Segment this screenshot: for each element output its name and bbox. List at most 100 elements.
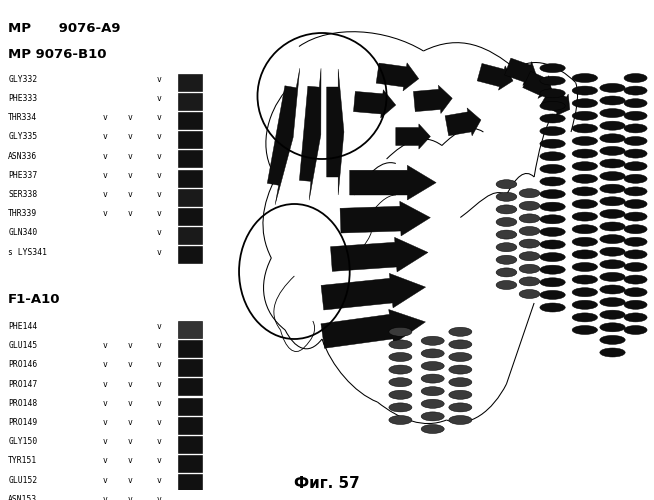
Text: v: v xyxy=(156,132,162,141)
Ellipse shape xyxy=(624,149,647,158)
Ellipse shape xyxy=(540,64,565,72)
Text: s LYS341: s LYS341 xyxy=(9,248,47,256)
Ellipse shape xyxy=(389,328,412,336)
Ellipse shape xyxy=(572,326,598,334)
Text: v: v xyxy=(128,171,133,180)
FancyArrow shape xyxy=(376,63,419,91)
Text: v: v xyxy=(128,380,133,388)
Bar xyxy=(178,131,202,148)
Ellipse shape xyxy=(519,202,540,210)
Ellipse shape xyxy=(600,336,625,344)
Ellipse shape xyxy=(519,226,540,235)
Bar xyxy=(178,340,202,357)
Ellipse shape xyxy=(572,74,598,82)
Text: v: v xyxy=(128,437,133,446)
Ellipse shape xyxy=(600,323,625,332)
Ellipse shape xyxy=(449,378,472,386)
Text: PHE333: PHE333 xyxy=(9,94,37,103)
Ellipse shape xyxy=(600,159,625,168)
Text: v: v xyxy=(128,418,133,427)
Ellipse shape xyxy=(421,374,444,383)
Ellipse shape xyxy=(600,272,625,281)
Ellipse shape xyxy=(540,265,565,274)
Ellipse shape xyxy=(600,298,625,306)
Ellipse shape xyxy=(600,134,625,143)
Bar xyxy=(178,359,202,376)
Ellipse shape xyxy=(600,96,625,105)
Text: GLU145: GLU145 xyxy=(9,341,37,350)
Text: v: v xyxy=(103,360,108,370)
Ellipse shape xyxy=(421,400,444,408)
Ellipse shape xyxy=(624,74,647,82)
Text: v: v xyxy=(156,113,162,122)
Ellipse shape xyxy=(572,162,598,170)
Text: PRO149: PRO149 xyxy=(9,418,37,427)
Bar xyxy=(178,112,202,129)
Ellipse shape xyxy=(572,313,598,322)
Ellipse shape xyxy=(624,174,647,184)
Text: v: v xyxy=(128,132,133,141)
Ellipse shape xyxy=(496,256,517,264)
Ellipse shape xyxy=(600,234,625,244)
Text: GLY332: GLY332 xyxy=(9,75,37,84)
FancyArrow shape xyxy=(396,124,430,149)
Text: v: v xyxy=(128,152,133,160)
Ellipse shape xyxy=(600,184,625,193)
Ellipse shape xyxy=(519,277,540,286)
Text: v: v xyxy=(103,399,108,408)
Ellipse shape xyxy=(449,403,472,412)
Ellipse shape xyxy=(600,172,625,180)
Text: v: v xyxy=(156,322,162,331)
Ellipse shape xyxy=(600,348,625,357)
FancyArrow shape xyxy=(300,68,321,200)
Bar xyxy=(178,74,202,90)
Ellipse shape xyxy=(572,149,598,158)
Text: v: v xyxy=(128,476,133,484)
FancyArrow shape xyxy=(321,274,426,310)
Text: v: v xyxy=(156,248,162,256)
Ellipse shape xyxy=(600,197,625,206)
Ellipse shape xyxy=(496,230,517,239)
Ellipse shape xyxy=(540,202,565,211)
Text: ASN153: ASN153 xyxy=(9,495,37,500)
Ellipse shape xyxy=(572,124,598,133)
Ellipse shape xyxy=(540,215,565,224)
Ellipse shape xyxy=(449,416,472,424)
Ellipse shape xyxy=(600,210,625,218)
Text: Фиг. 57: Фиг. 57 xyxy=(294,476,360,490)
Ellipse shape xyxy=(496,268,517,277)
Ellipse shape xyxy=(572,112,598,120)
Text: MP 9076-B10: MP 9076-B10 xyxy=(9,48,107,62)
Text: v: v xyxy=(156,456,162,466)
Ellipse shape xyxy=(519,290,540,298)
Text: v: v xyxy=(128,456,133,466)
Text: v: v xyxy=(156,190,162,199)
Ellipse shape xyxy=(540,190,565,198)
FancyArrow shape xyxy=(445,108,481,136)
Text: v: v xyxy=(156,94,162,103)
Ellipse shape xyxy=(624,200,647,208)
Ellipse shape xyxy=(540,303,565,312)
Ellipse shape xyxy=(624,224,647,234)
Ellipse shape xyxy=(540,126,565,136)
Ellipse shape xyxy=(540,252,565,262)
Text: v: v xyxy=(103,437,108,446)
Ellipse shape xyxy=(600,84,625,92)
Text: v: v xyxy=(128,209,133,218)
Ellipse shape xyxy=(421,349,444,358)
Text: THR339: THR339 xyxy=(9,209,37,218)
Ellipse shape xyxy=(389,378,412,386)
Ellipse shape xyxy=(389,352,412,362)
Text: v: v xyxy=(128,495,133,500)
Ellipse shape xyxy=(389,340,412,349)
Ellipse shape xyxy=(572,212,598,221)
Ellipse shape xyxy=(624,313,647,322)
FancyArrow shape xyxy=(326,69,344,195)
Ellipse shape xyxy=(600,108,625,118)
Ellipse shape xyxy=(600,247,625,256)
Ellipse shape xyxy=(624,300,647,310)
Text: v: v xyxy=(156,399,162,408)
Text: v: v xyxy=(156,380,162,388)
Ellipse shape xyxy=(540,76,565,85)
Text: SER338: SER338 xyxy=(9,190,37,199)
